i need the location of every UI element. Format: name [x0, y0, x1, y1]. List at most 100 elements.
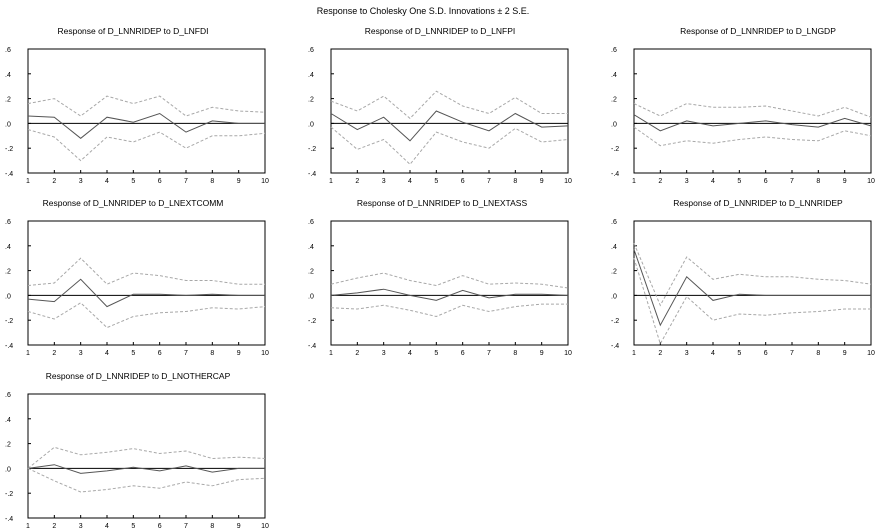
y-tick-label: .6: [5, 392, 11, 399]
y-tick-label: .4: [308, 244, 314, 251]
x-tick-label: 7: [184, 523, 188, 530]
x-tick-label: 3: [79, 350, 83, 357]
y-tick-label: -.4: [308, 343, 316, 350]
x-tick-label: 8: [210, 350, 214, 357]
x-tick-label: 8: [816, 178, 820, 185]
y-tick-label: .4: [611, 72, 617, 79]
x-tick-label: 8: [513, 178, 517, 185]
x-tick-label: 5: [131, 350, 135, 357]
x-tick-label: 10: [564, 178, 572, 185]
x-tick-label: 6: [764, 350, 768, 357]
x-tick-label: 4: [711, 178, 715, 185]
y-tick-label: -.4: [5, 171, 13, 178]
y-tick-label: .0: [611, 121, 617, 128]
y-tick-label: .0: [5, 466, 11, 473]
x-tick-label: 4: [105, 523, 109, 530]
y-tick-label: .6: [308, 219, 314, 226]
x-tick-label: 8: [210, 178, 214, 185]
x-tick-label: 6: [158, 178, 162, 185]
x-tick-label: 6: [461, 178, 465, 185]
y-tick-label: .4: [5, 72, 11, 79]
chart-title: Response of D_LNNRIDEP to D_LNNRIDEP: [673, 198, 843, 208]
x-tick-label: 1: [632, 350, 636, 357]
y-tick-label: .0: [611, 293, 617, 300]
x-tick-label: 2: [355, 178, 359, 185]
lower-band-line: [330, 303, 568, 318]
x-tick-label: 8: [210, 523, 214, 530]
x-tick-label: 1: [26, 350, 30, 357]
lower-band-line: [27, 467, 266, 493]
x-tick-label: 7: [790, 178, 794, 185]
y-tick-label: .6: [5, 219, 11, 226]
y-tick-label: .0: [308, 293, 314, 300]
y-tick-label: -.2: [5, 318, 13, 325]
y-tick-label: -.2: [308, 318, 316, 325]
response-line: [330, 288, 569, 301]
x-tick-label: 1: [632, 178, 636, 185]
y-tick-label: -.2: [611, 318, 619, 325]
x-tick-label: 9: [237, 523, 241, 530]
response-line: [330, 110, 569, 142]
plot-frame: [633, 220, 872, 346]
x-tick-label: 2: [658, 350, 662, 357]
y-tick-label: -.4: [5, 343, 13, 350]
x-tick-label: 10: [867, 178, 875, 185]
y-tick-label: .4: [611, 244, 617, 251]
x-tick-label: 5: [131, 178, 135, 185]
chart-title: Response of D_LNNRIDEP to D_LNEXTCOMM: [43, 198, 224, 208]
x-tick-label: 2: [52, 178, 56, 185]
x-tick-label: 10: [261, 178, 269, 185]
upper-band-line: [330, 272, 569, 289]
plot-frame: [27, 48, 266, 174]
y-tick-label: -.2: [611, 146, 619, 153]
response-line: [633, 114, 872, 132]
x-tick-label: 4: [408, 350, 412, 357]
y-tick-label: .6: [308, 47, 314, 54]
x-tick-label: 9: [237, 350, 241, 357]
y-tick-label: -.2: [5, 146, 13, 153]
y-tick-label: -.2: [308, 146, 316, 153]
x-tick-label: 6: [461, 350, 465, 357]
response-line: [27, 464, 265, 474]
x-tick-label: 10: [867, 350, 875, 357]
y-tick-label: .4: [5, 244, 11, 251]
x-tick-label: 2: [52, 523, 56, 530]
chart-panel: Response of D_LNNRIDEP to D_LNGDP .6 .4 .2.…: [611, 26, 875, 185]
x-tick-label: 4: [408, 178, 412, 185]
lower-band-line: [633, 258, 871, 346]
y-tick-label: .2: [611, 269, 617, 276]
x-tick-label: 4: [711, 350, 715, 357]
response-line: [27, 112, 265, 139]
plot-frame: [330, 220, 569, 346]
x-tick-label: 9: [237, 178, 241, 185]
x-tick-label: 3: [79, 178, 83, 185]
chart-title: Response of D_LNNRIDEP to D_LNFPI: [365, 26, 516, 36]
y-tick-label: -.4: [5, 516, 13, 523]
x-tick-label: 2: [52, 350, 56, 357]
x-tick-label: 3: [382, 350, 386, 357]
lower-band-line: [633, 126, 872, 147]
chart-panel: Response of D_LNNRIDEP to D_LNNRIDEP .6 .4…: [611, 198, 875, 357]
y-tick-label: -.4: [308, 171, 316, 178]
upper-band-line: [27, 257, 265, 286]
upper-band-line: [633, 243, 872, 307]
x-tick-label: 6: [158, 350, 162, 357]
x-tick-label: 8: [513, 350, 517, 357]
x-tick-label: 10: [261, 523, 269, 530]
x-tick-label: 10: [261, 350, 269, 357]
lower-band-line: [330, 126, 569, 166]
x-tick-label: 7: [184, 350, 188, 357]
x-tick-label: 6: [764, 178, 768, 185]
y-tick-label: .6: [5, 47, 11, 54]
y-tick-label: .0: [5, 121, 11, 128]
figure-title: Response to Cholesky One S.D. Innovation…: [317, 6, 530, 16]
y-tick-label: -.2: [5, 491, 13, 498]
x-tick-label: 2: [658, 178, 662, 185]
plot-frame: [633, 48, 872, 174]
lower-band-line: [27, 129, 266, 162]
chart-title: Response of D_LNNRIDEP to D_LNEXTASS: [357, 198, 528, 208]
panels-container: Response of D_LNNRIDEP to D_LNFDI .6 .4 .2.…: [5, 26, 875, 530]
x-tick-label: 1: [329, 350, 333, 357]
upper-band-line: [330, 90, 568, 120]
